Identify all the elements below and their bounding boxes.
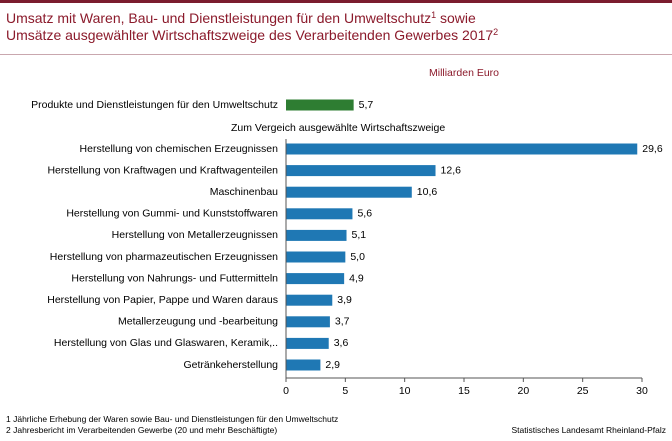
value-label-9: 3,7 [335, 316, 350, 328]
x-tick-label-5: 5 [342, 385, 348, 397]
chart-title: Umsatz mit Waren, Bau- und Dienstleistun… [6, 10, 666, 44]
category-label-3: Maschinenbau [210, 186, 278, 198]
category-label-9: Metallerzeugung und -bearbeitung [118, 316, 278, 328]
category-label-1: Herstellung von chemischen Erzeugnissen [80, 143, 279, 155]
title-line-1: Umsatz mit Waren, Bau- und Dienstleistun… [6, 10, 476, 26]
bar-4 [286, 208, 353, 220]
bar-8 [286, 294, 333, 306]
bar-3 [286, 186, 412, 198]
category-label-highlight: Produkte und Dienstleistungen für den Um… [31, 99, 278, 111]
category-label-10: Herstellung von Glas und Glaswaren, Kera… [54, 337, 278, 349]
category-label-8: Herstellung von Papier, Pappe und Waren … [47, 294, 278, 306]
title-line-2: Umsätze ausgewählter Wirtschaftszweige d… [6, 27, 499, 43]
category-label-6: Herstellung von pharmazeutischen Erzeugn… [50, 251, 278, 263]
value-label-3: 10,6 [417, 186, 438, 198]
category-label-4: Herstellung von Gummi- und Kunststoffwar… [66, 208, 278, 220]
value-label-6: 5,0 [350, 251, 365, 263]
x-tick-label-15: 15 [458, 385, 470, 397]
unit-label: Milliarden Euro [429, 67, 499, 79]
bar-11 [286, 359, 321, 371]
bar-10 [286, 337, 329, 349]
bar-1 [286, 143, 638, 155]
category-label-2: Herstellung von Kraftwagen und Kraftwage… [47, 164, 278, 176]
footnotes: 1 Jährliche Erhebung der Waren sowie Bau… [6, 414, 338, 436]
category-label-5: Herstellung von Metallerzeugnissen [112, 229, 278, 241]
bar-7 [286, 273, 345, 285]
value-label-2: 12,6 [441, 164, 462, 176]
group-label: Zum Vergeich ausgewählte Wirtschaftszwei… [231, 122, 445, 134]
top-accent-bar [0, 0, 672, 3]
x-tick-label-30: 30 [636, 385, 648, 397]
category-label-11: Getränkeherstellung [183, 359, 278, 371]
x-tick-label-20: 20 [517, 385, 529, 397]
value-label-11: 2,9 [325, 359, 340, 371]
bar-2 [286, 165, 436, 177]
value-label-7: 4,9 [349, 272, 364, 284]
value-label-8: 3,9 [337, 294, 352, 306]
footnote-1: 1 Jährliche Erhebung der Waren sowie Bau… [6, 414, 339, 424]
bar-6 [286, 251, 346, 263]
value-label-1: 29,6 [642, 143, 663, 155]
bar-5 [286, 229, 347, 241]
value-label-highlight: 5,7 [359, 99, 374, 111]
value-label-4: 5,6 [357, 208, 372, 220]
source-note: Statistisches Landesamt Rheinland-Pfalz [511, 425, 667, 435]
footnote-2: 2 Jahresbericht im Verarbeitenden Gewerb… [6, 425, 278, 435]
x-tick-label-10: 10 [399, 385, 411, 397]
category-label-7: Herstellung von Nahrungs- und Futtermitt… [71, 272, 278, 284]
bar-9 [286, 316, 330, 328]
value-label-5: 5,1 [352, 229, 367, 241]
title-separator [0, 54, 672, 55]
bar-highlight-umweltschutz [286, 99, 354, 111]
x-tick-label-0: 0 [283, 385, 289, 397]
x-tick-label-25: 25 [577, 385, 589, 397]
value-label-10: 3,6 [334, 337, 349, 349]
